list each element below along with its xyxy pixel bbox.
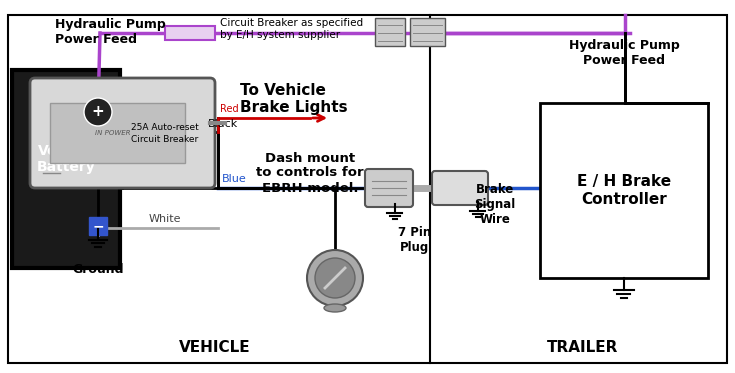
FancyBboxPatch shape xyxy=(432,171,488,205)
Circle shape xyxy=(84,98,112,126)
FancyBboxPatch shape xyxy=(30,78,215,188)
Bar xyxy=(410,18,445,46)
Text: Circuit Breaker as specified
by E/H system supplier: Circuit Breaker as specified by E/H syst… xyxy=(220,18,363,40)
Bar xyxy=(165,26,215,40)
Text: 25A Auto-reset: 25A Auto-reset xyxy=(131,123,198,132)
Text: White: White xyxy=(148,214,182,224)
Text: −: − xyxy=(92,219,104,233)
Text: Blue: Blue xyxy=(222,174,247,184)
Text: Black: Black xyxy=(208,119,238,129)
Circle shape xyxy=(307,250,363,306)
Bar xyxy=(12,70,120,268)
Text: Circuit Breaker: Circuit Breaker xyxy=(131,135,198,144)
Text: IN POWER: IN POWER xyxy=(95,130,130,136)
Text: 7 Pin
Plug: 7 Pin Plug xyxy=(398,226,431,254)
Bar xyxy=(118,113,203,151)
Text: +: + xyxy=(92,104,104,119)
Text: Hydraulic Pump
Power Feed: Hydraulic Pump Power Feed xyxy=(569,39,679,67)
Bar xyxy=(110,121,120,143)
Text: Dash mount
to controls for
EBRH model.: Dash mount to controls for EBRH model. xyxy=(257,151,364,194)
Text: E / H Brake
Controller: E / H Brake Controller xyxy=(577,174,671,207)
Text: To Vehicle
Brake Lights: To Vehicle Brake Lights xyxy=(240,82,348,115)
Text: Vehicle
Battery: Vehicle Battery xyxy=(37,144,96,174)
Text: Brake
Signal
Wire: Brake Signal Wire xyxy=(474,183,516,226)
Text: TRAILER: TRAILER xyxy=(548,340,619,355)
Bar xyxy=(540,103,708,278)
Bar xyxy=(50,103,185,163)
Bar xyxy=(89,217,107,235)
Text: Ground: Ground xyxy=(72,263,123,276)
Text: Hydraulic Pump
Power Feed: Hydraulic Pump Power Feed xyxy=(55,18,166,46)
Circle shape xyxy=(315,258,355,298)
Ellipse shape xyxy=(324,304,346,312)
Bar xyxy=(375,18,405,46)
Text: VEHICLE: VEHICLE xyxy=(179,340,251,355)
FancyBboxPatch shape xyxy=(365,169,413,207)
Text: Red: Red xyxy=(220,104,239,114)
